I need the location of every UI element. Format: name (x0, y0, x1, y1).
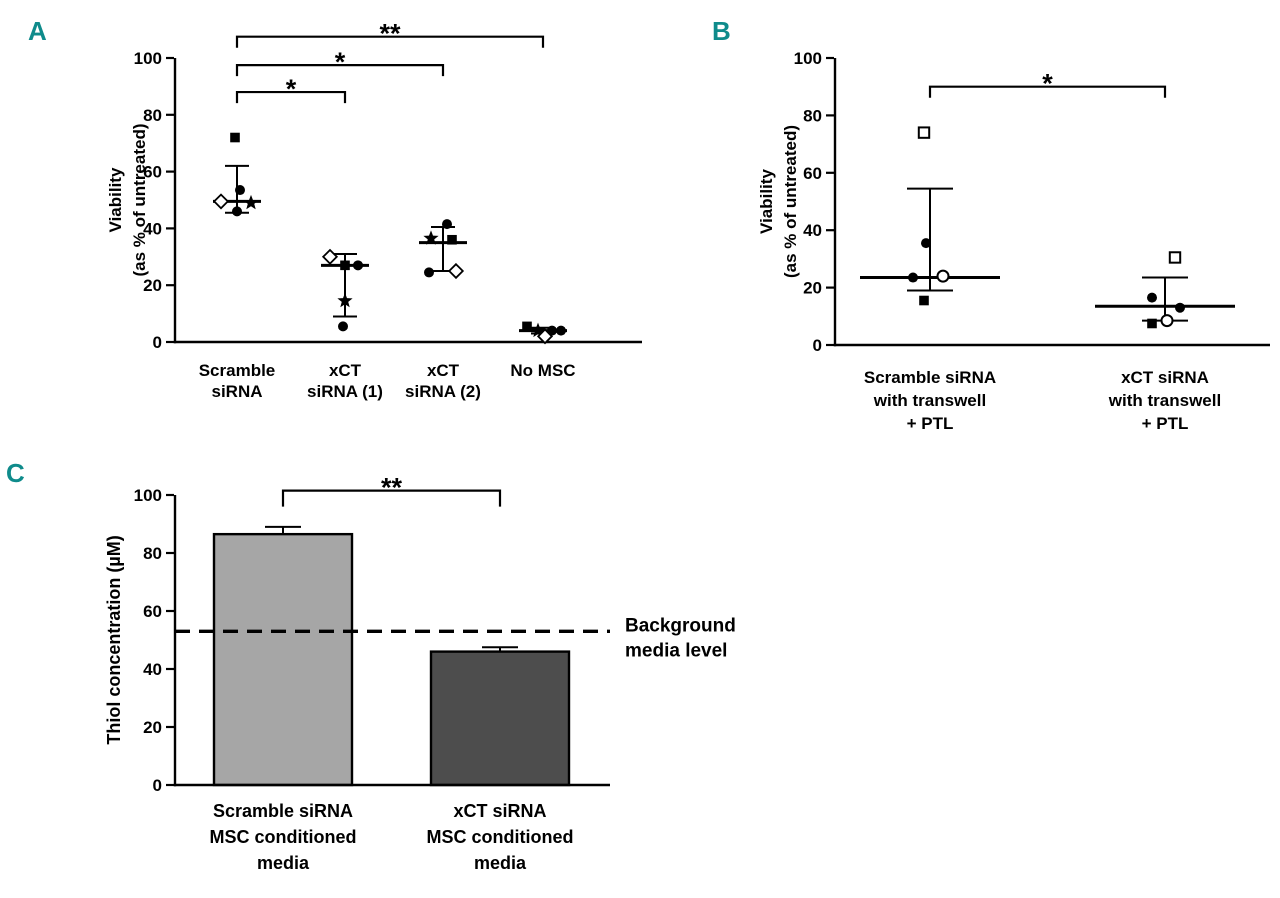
data-point-square-open (917, 126, 931, 139)
category-label: MSC conditioned (210, 827, 357, 847)
y-axis-title: Viability (757, 169, 776, 234)
data-point-square-filled (340, 260, 350, 271)
category-label: siRNA (1) (307, 382, 383, 401)
data-point-square-filled (522, 321, 532, 332)
significance-label: * (286, 74, 297, 104)
data-point-star-filled (530, 322, 546, 338)
significance-bracket (235, 35, 545, 48)
reference-line-label: Background (625, 615, 736, 636)
data-point-square-filled (1147, 318, 1157, 329)
reference-line-label: media level (625, 640, 727, 661)
y-axis-title: (as % of untreated) (781, 125, 800, 278)
y-tick-label: 60 (143, 602, 162, 621)
category-label: xCT (427, 361, 460, 380)
y-tick-label: 60 (803, 164, 822, 183)
significance-bracket (235, 90, 347, 104)
data-point-circle-filled (235, 185, 245, 196)
category-label: + PTL (1142, 414, 1189, 433)
y-tick-label: 40 (803, 221, 822, 240)
category-label: xCT siRNA (453, 801, 546, 821)
data-point-circle-filled (338, 321, 348, 332)
category-label: xCT siRNA (1121, 368, 1209, 387)
y-tick-label: 20 (143, 276, 162, 295)
panel-b-letter: B (712, 16, 731, 46)
y-tick-label: 0 (813, 336, 822, 355)
panel-a-letter: A (28, 16, 47, 46)
panel-a-chart: 0 20 40 60 80 100 Viability (as % of untreated)… (106, 19, 642, 401)
category-label: with transwell (873, 391, 986, 410)
category-label: siRNA (211, 382, 262, 401)
y-tick-label: 0 (153, 776, 162, 795)
category-label: with transwell (1108, 391, 1221, 410)
y-axis-title: Viability (106, 167, 125, 232)
significance-bracket (281, 489, 502, 507)
y-tick-label: 0 (153, 333, 162, 352)
significance-label: * (335, 47, 346, 77)
y-tick-label: 100 (134, 486, 162, 505)
y-tick-label: 80 (143, 106, 162, 125)
category-label: Scramble siRNA (864, 368, 996, 387)
y-tick-label: 20 (143, 718, 162, 737)
data-point-diamond-open (321, 248, 339, 265)
category-label: media (257, 853, 310, 873)
data-point-star-filled (423, 230, 439, 245)
y-tick-label: 40 (143, 660, 162, 679)
data-point-circle-open (936, 269, 950, 283)
y-tick-label: 100 (134, 49, 162, 68)
y-axis-title: (as % of untreated) (130, 123, 149, 276)
y-tick-label: 80 (143, 544, 162, 563)
data-point-square-filled (230, 132, 240, 143)
category-label: Scramble siRNA (213, 801, 353, 821)
y-tick-label: 60 (143, 163, 162, 182)
y-tick-label: 100 (794, 49, 822, 68)
significance-label: * (1042, 69, 1053, 99)
panel-c-letter: C (6, 458, 25, 488)
data-point-circle-filled (442, 219, 452, 230)
data-point-star-filled (243, 194, 259, 210)
data-point-circle-filled (232, 206, 242, 217)
y-tick-label: 40 (143, 219, 162, 238)
data-point-circle-filled (424, 267, 434, 278)
category-label: + PTL (907, 414, 954, 433)
data-point-square-open (1168, 251, 1182, 264)
bar (429, 650, 571, 787)
y-tick-label: 80 (803, 106, 822, 125)
data-point-circle-filled (353, 260, 363, 271)
data-point-star-filled (337, 292, 353, 308)
bar (212, 532, 354, 787)
y-tick-label: 20 (803, 279, 822, 298)
significance-label: ** (381, 473, 403, 503)
data-point-circle-filled (908, 272, 918, 283)
category-label: MSC conditioned (427, 827, 574, 847)
data-point-square-filled (919, 295, 929, 306)
category-label: No MSC (510, 361, 575, 380)
category-label: siRNA (2) (405, 382, 481, 401)
category-label: Scramble (199, 361, 276, 380)
data-point-circle-filled (1175, 302, 1185, 313)
data-point-circle-open (1160, 314, 1174, 328)
panel-b-chart: 0 20 40 60 80 100 Viability (as % of untreated)… (757, 49, 1270, 433)
data-point-square-filled (447, 234, 457, 245)
significance-bracket (928, 85, 1167, 98)
data-point-diamond-open (447, 262, 465, 280)
significance-bracket (235, 64, 445, 77)
y-axis-title: Thiol concentration (µM) (104, 535, 124, 744)
category-label: media (474, 853, 527, 873)
data-point-circle-filled (556, 325, 566, 336)
data-point-circle-filled (921, 238, 931, 249)
category-label: xCT (329, 361, 362, 380)
data-point-diamond-open (212, 193, 230, 210)
panel-c-chart: Scramble siRNA MSC conditioned media xCT si… (104, 473, 736, 873)
data-point-circle-filled (547, 325, 557, 336)
significance-label: ** (379, 19, 401, 49)
data-point-circle-filled (1147, 292, 1157, 303)
